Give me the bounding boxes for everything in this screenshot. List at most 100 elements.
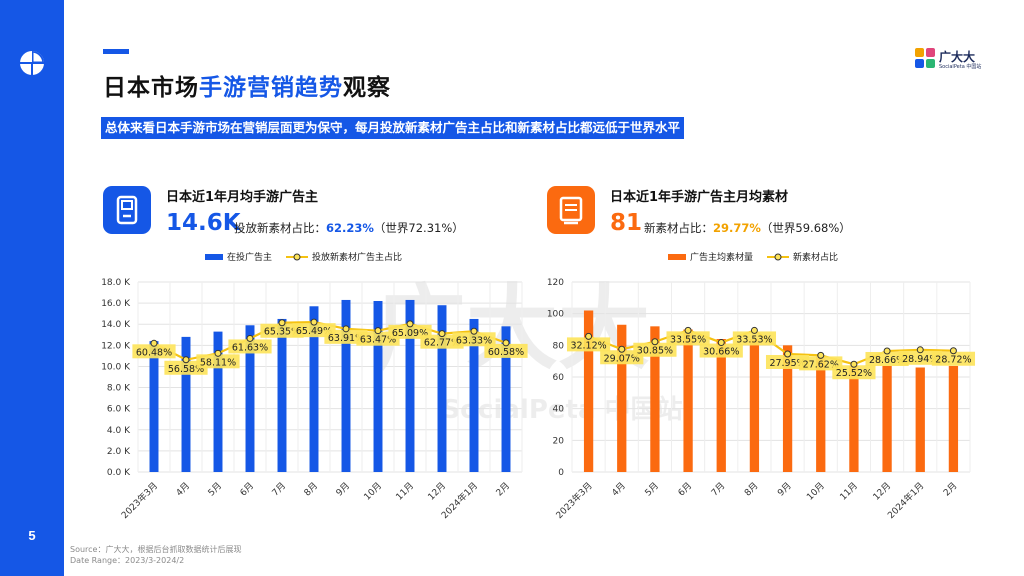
chart-right-data-label-bg (865, 351, 909, 366)
chart-left-x-tick: 10月 (362, 480, 384, 502)
chart-left-line-marker (406, 320, 414, 328)
brand-name: 广大大 (939, 50, 976, 64)
chart-left-line-marker (150, 339, 158, 347)
kpi-right-title: 日本近1年手游广告主月均素材 (610, 190, 789, 205)
chart-right-data-label-bg (666, 331, 710, 346)
chart-right-bar (749, 339, 760, 472)
chart-right-data-label: 33.53% (736, 334, 772, 345)
title-part-1: 日本市场 (103, 75, 199, 101)
chart-left-legend-bar-swatch (205, 254, 223, 260)
chart-left-bar (149, 341, 159, 472)
chart-left-line-marker (342, 325, 350, 333)
chart-left-data-label: 60.58% (488, 347, 524, 358)
chart-right-y-tick: 60 (553, 373, 565, 383)
chart-left-line-marker (310, 318, 318, 326)
chart-left-data-label: 63.47% (360, 335, 396, 346)
chart-left-y-tick: 14.0 K (101, 320, 131, 330)
chart-left-data-label-bg (484, 343, 528, 358)
chart-left-x-tick: 2月 (494, 480, 512, 498)
chart-right-y-tick: 0 (558, 468, 564, 478)
chart-right-data-label: 27.95% (769, 358, 805, 369)
chart-right-x-tick: 8月 (742, 480, 760, 498)
chart-right-data-label-bg (931, 351, 976, 366)
chart-right-line-marker (883, 347, 891, 355)
brand-subtitle: SocialPeta 中国站 (939, 64, 982, 70)
footer-source: Source：广大大，根据后台抓取数据统计后展现 (70, 545, 242, 554)
chart-left-bar (501, 326, 511, 472)
chart-right-line-marker (651, 338, 659, 346)
chart-left-data-label-bg (452, 332, 496, 347)
chart-left-data-label: 62.77% (424, 338, 460, 349)
chart-right-data-label: 28.94% (902, 354, 938, 365)
kpi-right-detail-label: 新素材占比： (644, 221, 713, 235)
chart-left-x-tick: 4月 (174, 480, 192, 498)
chart-right-data-label-bg (699, 343, 743, 358)
chart-right-bar (782, 345, 793, 472)
chart-right-legend-line-label: 新素材占比 (793, 251, 838, 263)
kpi-left-detail-label: 投放新素材占比： (234, 221, 326, 235)
chart-left-data-label: 58.11% (200, 357, 236, 368)
chart-right-data-label-bg (799, 356, 843, 371)
chart-right-y-tick: 80 (553, 341, 565, 351)
chart-left-x-tick: 11月 (394, 480, 416, 502)
chart-left-legend-line-label: 投放新素材广告主占比 (312, 251, 402, 263)
chart-left-bar (405, 299, 415, 472)
chart-right-x-tick: 5月 (643, 480, 661, 498)
sidebar: 5 (0, 0, 64, 576)
chart-left-data-label: 63.33% (456, 335, 492, 346)
chart-right-x-tick: 12月 (871, 480, 893, 502)
chart-right-y-tick: 20 (553, 436, 565, 446)
chart-right-x-tick: 4月 (610, 480, 628, 498)
chart-left-y-tick: 18.0 K (101, 278, 131, 288)
chart-right-y-tick: 120 (547, 278, 564, 288)
kpi-left-icon-box (103, 186, 151, 234)
chart-left-x-tick: 8月 (302, 480, 320, 498)
footer: Source：广大大，根据后台抓取数据统计后展现 Date Range：2023… (70, 544, 241, 566)
chart-right-data-label-bg (633, 342, 677, 357)
chart-right-data-label: 29.07% (604, 353, 640, 364)
chart-left-bar (277, 318, 287, 472)
kpi-right-icon-box (547, 186, 595, 234)
chart-left-y-tick: 4.0 K (107, 426, 131, 436)
chart-right-x-tick: 10月 (805, 480, 827, 502)
chart-right-data-label-bg (600, 350, 644, 365)
chart-left-line-marker (374, 327, 382, 335)
chart-left-legend-line-marker (293, 253, 301, 261)
chart-right-line-marker (618, 345, 626, 353)
chart-right-data-label: 32.12% (570, 340, 606, 351)
chart-left-y-tick: 2.0 K (107, 447, 131, 457)
footer-date-range: Date Range：2023/3-2024/2 (70, 556, 185, 565)
chart-left-bar (341, 299, 351, 472)
chart-left-bar (245, 325, 255, 472)
creative-material-icon (559, 196, 583, 225)
chart-right-bar (716, 339, 726, 472)
chart-right-x-tick: 2月 (941, 480, 959, 498)
chart-left-data-label: 61.63% (232, 342, 268, 353)
chart-right-x-tick: 6月 (676, 480, 694, 498)
brand-logo: 广大大 SocialPeta 中国站 (915, 48, 995, 72)
chart-right-line-marker (750, 326, 758, 334)
chart-left-x-tick: 2023年3月 (119, 480, 160, 521)
chart-left-y-tick: 10.0 K (101, 362, 131, 372)
chart-left-line-marker (502, 339, 510, 347)
pie-logo-icon (20, 51, 44, 75)
chart-right-data-label: 25.52% (836, 368, 872, 379)
chart-right-data-label-bg (732, 331, 777, 346)
chart-left-y-tick: 8.0 K (107, 384, 131, 394)
chart-right-bar (849, 365, 859, 472)
chart-left-data-label: 56.58% (168, 364, 204, 375)
kpi-right-detail-value: 29.77% (713, 221, 761, 235)
chart-right-data-label: 28.66% (869, 355, 905, 366)
chart-right-data-label-bg (765, 354, 810, 369)
chart-left-bar (373, 301, 383, 472)
summary-banner: 总体来看日本手游市场在营销层面更为保守，每月投放新素材广告主占比和新素材占比都远… (101, 117, 685, 139)
chart-right-x-tick: 7月 (709, 480, 727, 498)
brand-mark-icon (915, 48, 935, 68)
kpi-right-detail-world: （世界59.68%） (760, 221, 851, 235)
chart-right-line-marker (684, 326, 692, 334)
chart-left-data-label: 65.35% (264, 327, 300, 338)
chart-left-bar (181, 336, 191, 472)
chart-right-bar (948, 365, 959, 472)
chart-left-bar (213, 331, 223, 472)
